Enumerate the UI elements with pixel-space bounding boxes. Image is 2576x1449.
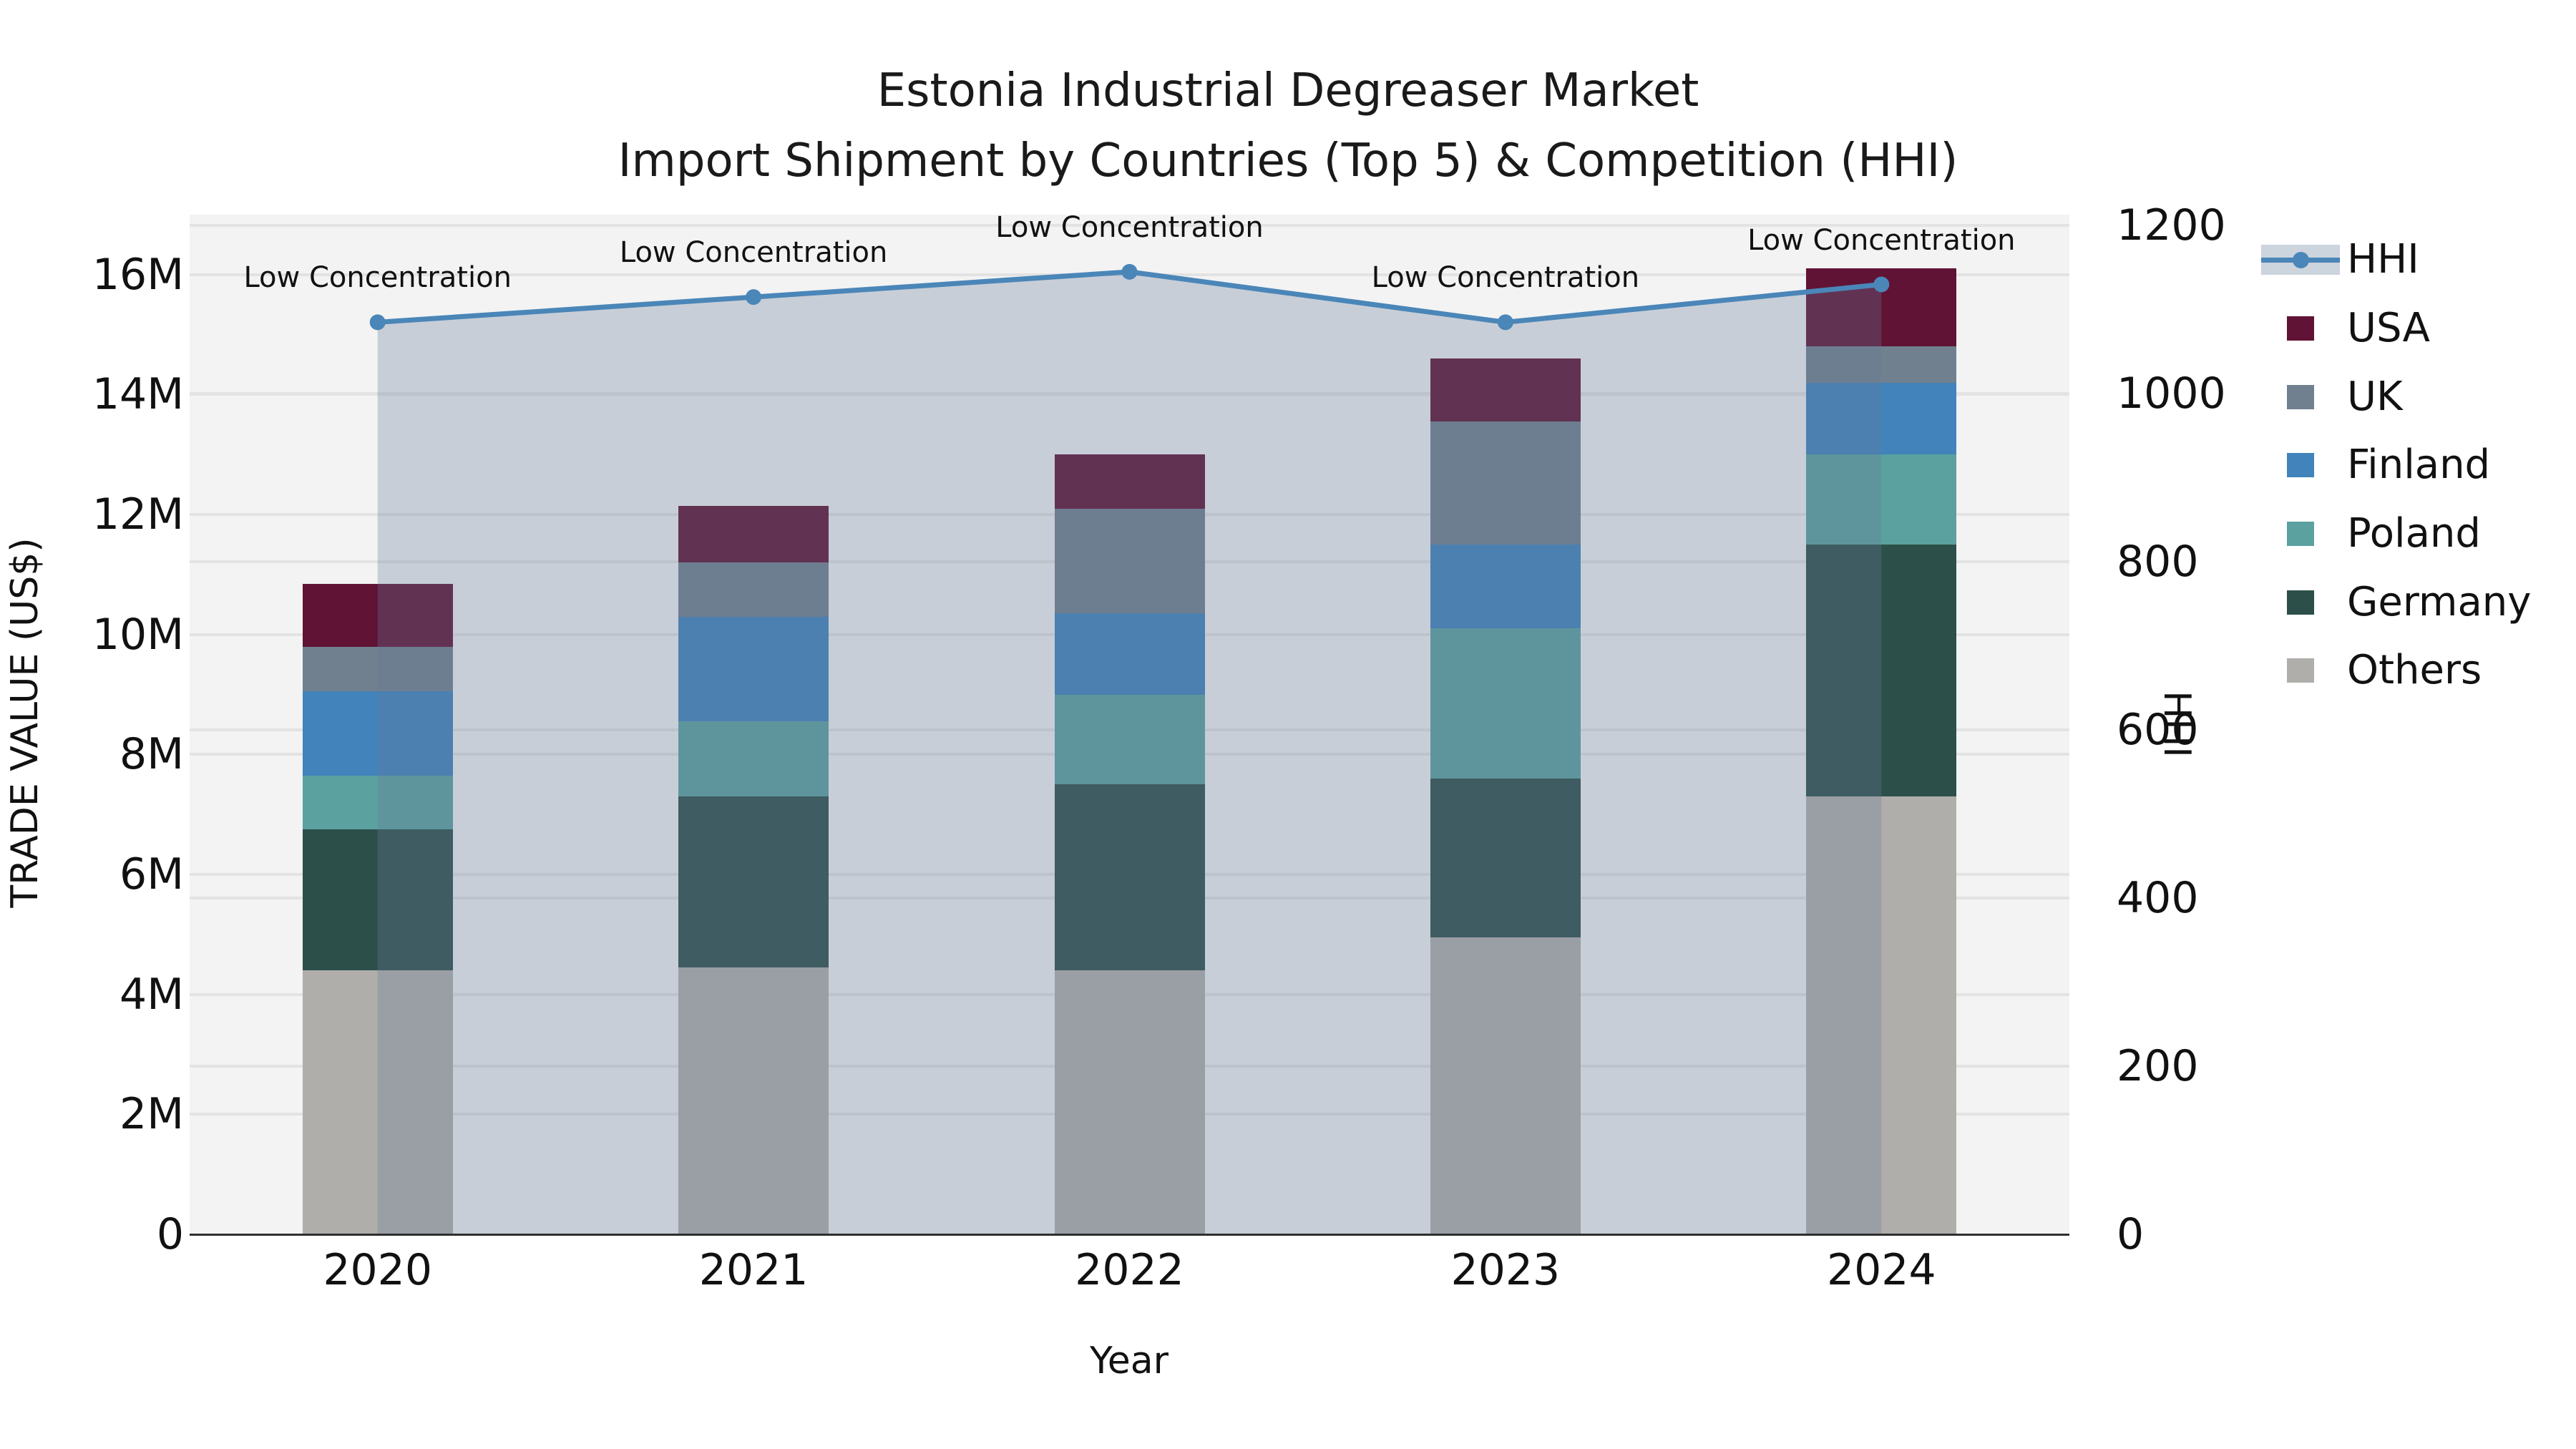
bar-segment-poland-2022 bbox=[1054, 694, 1205, 785]
bar-segment-others-2024 bbox=[1806, 796, 1957, 1234]
bar-segment-finland-2020 bbox=[302, 691, 453, 776]
bar-segment-finland-2024 bbox=[1806, 382, 1957, 455]
hhi-marker bbox=[369, 314, 386, 331]
hhi-marker bbox=[1497, 314, 1513, 331]
bar-segment-germany-2020 bbox=[302, 829, 453, 971]
bar-segment-uk-2024 bbox=[1806, 346, 1957, 383]
bar-segment-germany-2022 bbox=[1054, 784, 1205, 971]
annotation-low-concentration: Low Concentration bbox=[1747, 223, 2016, 257]
y-tick-right-label: 1200 bbox=[2117, 200, 2226, 251]
annotation-low-concentration: Low Concentration bbox=[995, 210, 1264, 244]
annotation-low-concentration: Low Concentration bbox=[243, 261, 512, 295]
y-tick-right-label: 200 bbox=[2117, 1041, 2199, 1092]
legend-label-finland: Finland bbox=[2347, 441, 2491, 488]
bar-segment-uk-2023 bbox=[1430, 421, 1581, 545]
x-axis-title: Year bbox=[1089, 1340, 1169, 1382]
bar-segment-finland-2022 bbox=[1054, 613, 1205, 695]
bar-segment-others-2023 bbox=[1430, 937, 1581, 1234]
bar-segment-germany-2023 bbox=[1430, 778, 1581, 938]
bar-segment-others-2021 bbox=[678, 967, 829, 1234]
y-tick-left-label: 6M bbox=[119, 849, 184, 900]
legend-item-poland: Poland bbox=[2254, 509, 2569, 559]
gridline-right-axis bbox=[190, 392, 2069, 396]
bar-segment-usa-2020 bbox=[302, 583, 453, 647]
y-tick-left-label: 16M bbox=[92, 249, 184, 300]
legend-swatch-poland bbox=[2287, 522, 2314, 546]
y-tick-right-label: 400 bbox=[2117, 873, 2199, 924]
hhi-line-layer bbox=[369, 263, 1890, 1234]
bar-segment-others-2022 bbox=[1054, 970, 1205, 1234]
legend-item-usa: USA bbox=[2254, 303, 2569, 353]
legend-label-usa: USA bbox=[2347, 305, 2430, 351]
legend-label-germany: Germany bbox=[2347, 579, 2532, 625]
y-tick-left-label: 10M bbox=[92, 609, 184, 660]
y-tick-left-label: 8M bbox=[119, 729, 184, 780]
y-tick-left-label: 0 bbox=[156, 1209, 184, 1259]
hhi-legend-marker-icon bbox=[2293, 252, 2309, 268]
y-tick-right-label: 600 bbox=[2117, 705, 2199, 756]
y-tick-left-label: 4M bbox=[119, 969, 184, 1020]
bar-segment-poland-2024 bbox=[1806, 454, 1957, 545]
bar-segment-germany-2024 bbox=[1806, 545, 1957, 797]
bar-segment-uk-2020 bbox=[302, 646, 453, 692]
hhi-marker bbox=[1121, 263, 1138, 280]
legend-item-others: Others bbox=[2254, 645, 2569, 696]
bar-segment-usa-2023 bbox=[1430, 358, 1581, 422]
legend-item-hhi: HHI bbox=[2254, 235, 2569, 285]
annotation-low-concentration: Low Concentration bbox=[1371, 261, 1640, 295]
bar-segment-poland-2023 bbox=[1430, 628, 1581, 779]
y-axis-right-title: HHI bbox=[2155, 691, 2198, 758]
hhi-marker bbox=[746, 289, 762, 306]
y-axis-left-title: TRADE VALUE (US$) bbox=[4, 537, 47, 908]
plot-area bbox=[190, 215, 2069, 1234]
bar-segment-usa-2022 bbox=[1054, 454, 1205, 509]
bar-segment-usa-2021 bbox=[678, 505, 829, 563]
bar-segment-uk-2021 bbox=[678, 562, 829, 617]
x-axis-line bbox=[190, 1234, 2069, 1236]
legend-swatch-finland bbox=[2287, 453, 2314, 477]
hhi-legend-swatch-icon bbox=[2261, 245, 2340, 275]
annotation-low-concentration: Low Concentration bbox=[619, 236, 888, 270]
bar-segment-finland-2023 bbox=[1430, 545, 1581, 629]
x-tick-label-2020: 2020 bbox=[323, 1245, 433, 1295]
hhi-area-fill bbox=[377, 271, 1882, 1234]
bar-segment-others-2020 bbox=[302, 970, 453, 1234]
legend-label-poland: Poland bbox=[2347, 510, 2481, 557]
legend: HHI USA UK Finland Poland Germany Others bbox=[2254, 229, 2569, 716]
y-tick-left-label: 14M bbox=[92, 369, 184, 420]
gridline-right-axis bbox=[190, 224, 2069, 228]
x-tick-label-2021: 2021 bbox=[698, 1245, 809, 1295]
bar-segment-uk-2022 bbox=[1054, 508, 1205, 614]
bar-segment-poland-2020 bbox=[302, 775, 453, 830]
x-tick-label-2022: 2022 bbox=[1075, 1245, 1184, 1295]
bar-segment-poland-2021 bbox=[678, 721, 829, 797]
y-tick-right-label: 800 bbox=[2117, 537, 2199, 587]
legend-swatch-uk bbox=[2287, 385, 2314, 409]
legend-label-hhi: HHI bbox=[2347, 236, 2419, 283]
hhi-marker bbox=[1873, 276, 1890, 293]
bar-segment-germany-2021 bbox=[678, 796, 829, 967]
legend-swatch-others bbox=[2287, 658, 2314, 683]
x-tick-label-2023: 2023 bbox=[1450, 1245, 1561, 1295]
legend-swatch-germany bbox=[2287, 590, 2314, 615]
chart-title-line2: Import Shipment by Countries (Top 5) & C… bbox=[618, 135, 1958, 187]
legend-item-germany: Germany bbox=[2254, 577, 2569, 628]
legend-item-finland: Finland bbox=[2254, 440, 2569, 490]
chart-title-line1: Estonia Industrial Degreaser Market bbox=[877, 64, 1699, 117]
y-tick-right-label: 0 bbox=[2117, 1209, 2145, 1259]
legend-label-uk: UK bbox=[2347, 374, 2403, 420]
bar-segment-finland-2021 bbox=[678, 616, 829, 722]
legend-swatch-usa bbox=[2287, 316, 2314, 341]
y-tick-left-label: 12M bbox=[92, 489, 184, 540]
x-tick-label-2024: 2024 bbox=[1826, 1245, 1936, 1295]
y-tick-left-label: 2M bbox=[119, 1089, 184, 1140]
y-tick-right-label: 1000 bbox=[2117, 369, 2226, 419]
legend-item-uk: UK bbox=[2254, 372, 2569, 422]
legend-label-others: Others bbox=[2347, 647, 2482, 693]
